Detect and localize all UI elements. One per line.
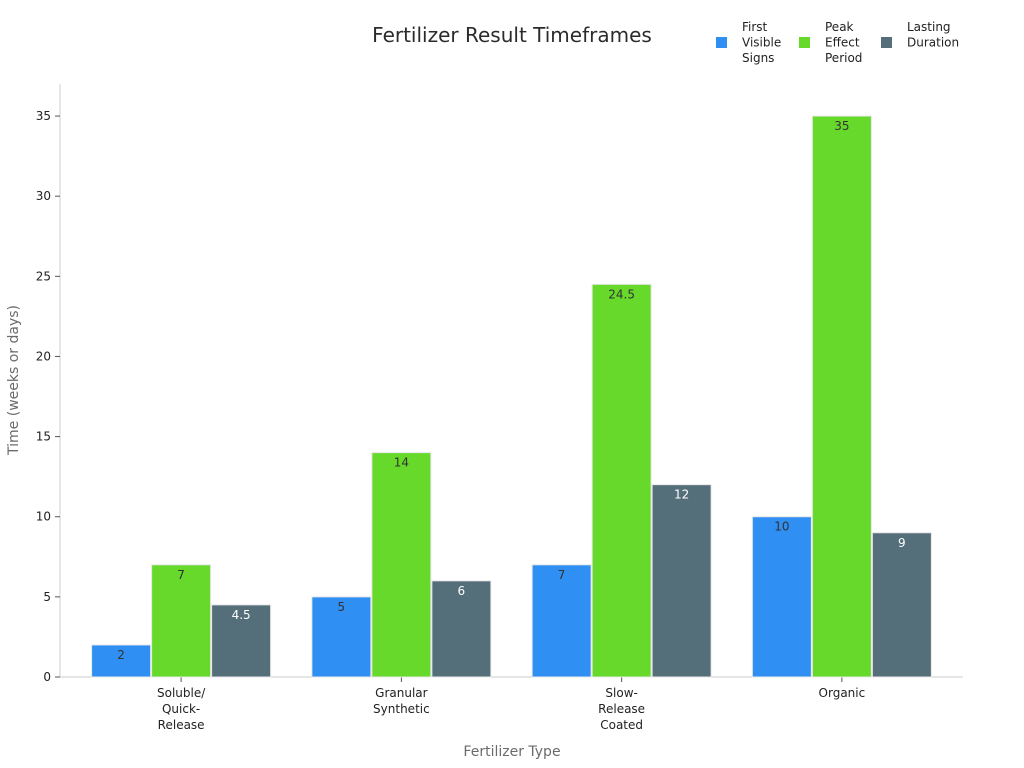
bar [651, 484, 712, 678]
bar-value-label: 4.5 [232, 608, 251, 622]
y-tick-label: 30 [36, 189, 51, 203]
bars: 2 7 4.5 5 14 6 7 24.5 12 10 35 9 [91, 115, 932, 678]
bar-value-label: 6 [458, 584, 466, 598]
y-axis-title: Time (weeks or days) [6, 305, 22, 456]
legend-label: Lasting Duration [907, 20, 959, 50]
x-tick-label-line: Slow- [605, 686, 637, 700]
legend-swatch [799, 37, 810, 48]
x-tick-label: Granular Synthetic [373, 686, 430, 716]
legend-label-line: Effect [825, 36, 860, 50]
bar-value-label: 7 [177, 568, 185, 582]
bar-value-label: 2 [117, 648, 125, 662]
legend-label: First Visible Signs [742, 20, 781, 65]
x-tick-label-line: Release [158, 718, 205, 732]
legend-label-line: Period [825, 51, 862, 65]
bar [431, 580, 492, 678]
x-tick-label-line: Granular [375, 686, 427, 700]
x-tick-label-line: Coated [600, 718, 643, 732]
x-tick-label-line: Synthetic [373, 702, 430, 716]
legend-label-line: Peak [825, 20, 854, 34]
bar [531, 564, 592, 678]
bar [151, 564, 212, 678]
bar-value-label: 9 [898, 536, 906, 550]
bar-value-label: 35 [834, 119, 849, 133]
legend-label-line: Visible [742, 36, 781, 50]
x-tick-label: Soluble/Quick- Release [157, 686, 206, 732]
bar-value-label: 14 [394, 456, 409, 470]
legend: First Visible Signs Peak Effect Period Lasting… [716, 20, 959, 65]
y-tick-label: 5 [43, 590, 51, 604]
legend-label-line: Lasting [907, 20, 951, 34]
bar-value-label: 7 [558, 568, 566, 582]
bar-value-label: 5 [338, 600, 346, 614]
legend-label-line: Signs [742, 51, 774, 65]
x-tick-label-line: Quick- [162, 702, 200, 716]
legend-label-line: First [742, 20, 768, 34]
bar [311, 596, 372, 678]
y-tick-label: 25 [36, 269, 51, 283]
legend-swatch [716, 37, 727, 48]
bar [751, 516, 812, 678]
legend-swatch [881, 37, 892, 48]
y-tick-label: 10 [36, 510, 51, 524]
x-axis-title: Fertilizer Type [463, 744, 560, 760]
bar [811, 115, 872, 678]
bar [591, 283, 652, 678]
legend-label: Peak Effect Period [825, 20, 862, 65]
bar-value-label: 12 [674, 488, 689, 502]
y-tick-label: 35 [36, 109, 51, 123]
legend-label-line: Duration [907, 36, 959, 50]
bar-value-label: 24.5 [608, 287, 635, 301]
y-tick-label: 20 [36, 349, 51, 363]
bar [91, 644, 152, 678]
axes: 05101520253035Soluble/Quick-ReleaseGranu… [36, 84, 963, 732]
x-tick-label: Slow- Release Coated [598, 686, 645, 732]
chart-title: Fertilizer Result Timeframes [372, 23, 652, 47]
bar [371, 452, 432, 678]
bar-value-label: 10 [774, 520, 789, 534]
x-tick-label-line: Soluble/ [157, 686, 206, 700]
x-tick-label-line: Organic [819, 686, 866, 700]
x-tick-label-line: Release [598, 702, 645, 716]
bar [871, 532, 932, 678]
y-tick-label: 0 [43, 670, 51, 684]
y-tick-label: 15 [36, 430, 51, 444]
bar [211, 604, 272, 678]
x-tick-label: Organic [819, 686, 866, 700]
